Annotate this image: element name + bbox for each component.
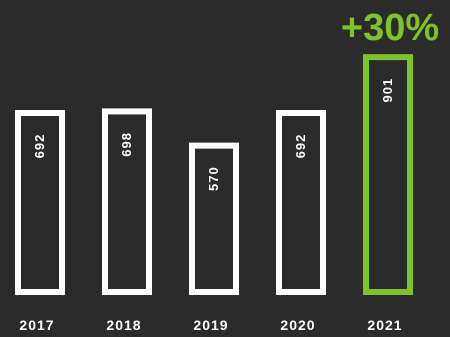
- value-label-2020: 692: [293, 134, 308, 159]
- value-label-2021: 901: [380, 78, 395, 103]
- category-label-2020: 2020: [280, 317, 315, 333]
- bar-2019: [189, 142, 239, 295]
- bar-2017: [15, 110, 65, 295]
- bar-2021: [363, 54, 413, 296]
- value-label-2018: 698: [119, 132, 134, 157]
- value-label-2019: 570: [206, 166, 221, 191]
- category-label-2018: 2018: [106, 317, 141, 333]
- growth-annotation: +30%: [341, 7, 439, 49]
- category-label-2021: 2021: [367, 317, 402, 333]
- bar-2020: [276, 110, 326, 295]
- category-label-2017: 2017: [19, 317, 54, 333]
- category-label-2019: 2019: [193, 317, 228, 333]
- bar-2018: [102, 108, 152, 295]
- value-label-2017: 692: [32, 134, 47, 159]
